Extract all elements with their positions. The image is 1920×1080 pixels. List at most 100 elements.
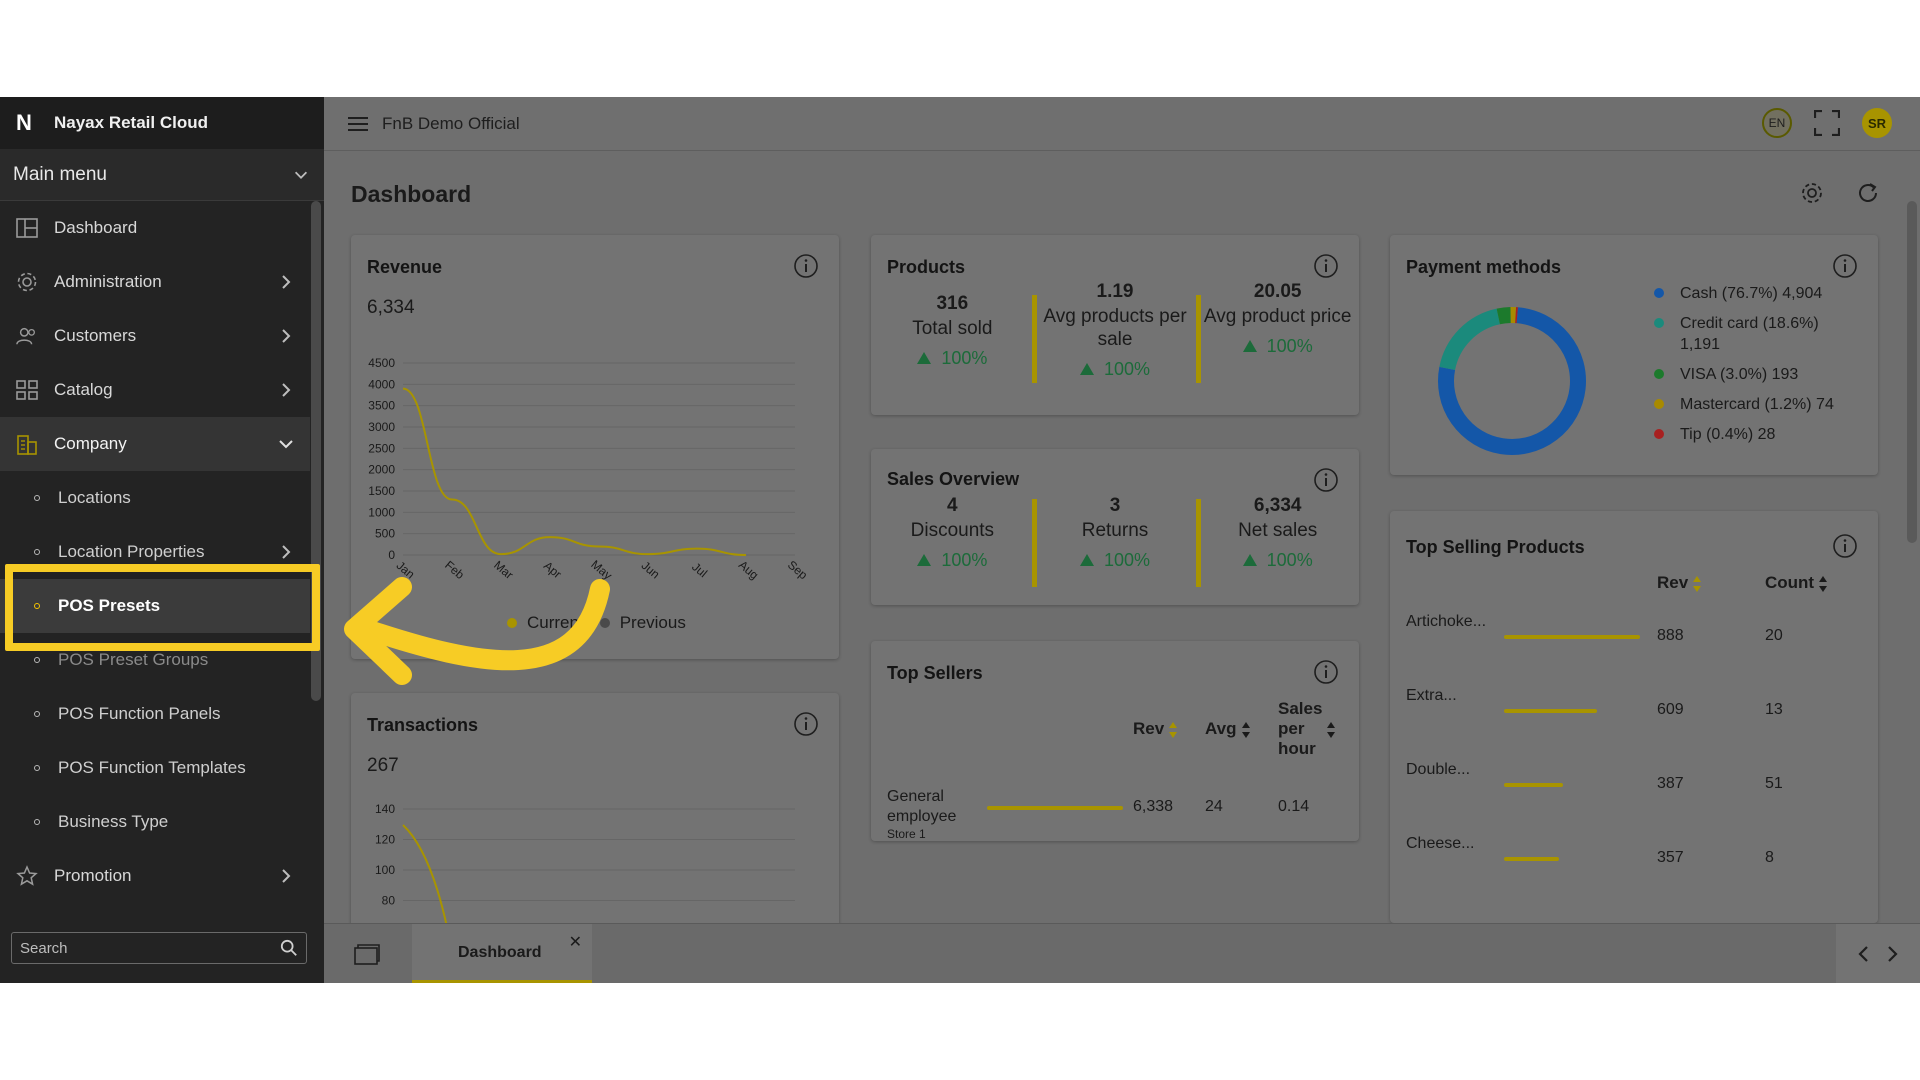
stat-net-sales: 6,334 Net sales 100%	[1196, 495, 1359, 571]
sidebar-subitem-pos-presets[interactable]: POS Presets	[0, 579, 310, 633]
bottom-tab-bar: Dashboard ✕	[324, 923, 1920, 983]
top-sellers-card: Top Sellers Rev Avg Sales per hour Gener…	[871, 641, 1359, 841]
sort-icon	[1819, 575, 1828, 592]
info-icon[interactable]	[1313, 253, 1339, 279]
sidebar-subitem-business-type[interactable]: Business Type	[0, 795, 310, 849]
legend-item-cash[interactable]: Cash (76.7%) 4,904	[1646, 283, 1846, 304]
legend-item-mastercard[interactable]: Mastercard (1.2%) 74	[1646, 394, 1846, 415]
stat-total-sold: 316 Total sold 100%	[871, 281, 1034, 380]
info-icon[interactable]	[793, 711, 819, 737]
main-menu-toggle[interactable]: Main menu	[0, 149, 324, 201]
sidebar-subitem-label: Locations	[58, 488, 131, 507]
stat-value: 316	[936, 293, 969, 314]
top-bar-actions: EN SR	[1762, 108, 1892, 138]
donut-slice[interactable]	[1439, 308, 1501, 371]
chevron-right-icon	[282, 329, 291, 343]
stat-pct: 100%	[1266, 550, 1313, 570]
sidebar-scrollbar[interactable]	[311, 201, 321, 701]
column-avg[interactable]: Avg	[1205, 719, 1251, 739]
seller-avg: 24	[1205, 798, 1223, 815]
legend-label: Cash (76.7%) 4,904	[1680, 285, 1823, 302]
sidebar-item-customers[interactable]: Customers	[0, 309, 310, 363]
legend-label: Mastercard (1.2%) 74	[1680, 396, 1834, 413]
sidebar-search-input[interactable]	[20, 939, 260, 957]
column-rev[interactable]: Rev	[1657, 573, 1702, 593]
payment-legend: Cash (76.7%) 4,904 Credit card (18.6%) 1…	[1646, 283, 1846, 454]
sidebar-search	[11, 932, 307, 964]
sidebar-item-label: Dashboard	[54, 218, 138, 237]
language-button[interactable]: EN	[1762, 108, 1792, 138]
info-icon[interactable]	[1313, 467, 1339, 493]
legend-swatch	[1654, 369, 1664, 379]
arrow-up-icon	[1079, 363, 1094, 375]
sidebar-item-company[interactable]: Company	[0, 417, 310, 471]
donut-slice[interactable]	[1496, 307, 1511, 325]
stat-value: 20.05	[1253, 281, 1302, 302]
legend-item-visa[interactable]: VISA (3.0%) 193	[1646, 364, 1846, 385]
sidebar-subitem-pos-function-templates[interactable]: POS Function Templates	[0, 741, 310, 795]
info-icon[interactable]	[1832, 253, 1858, 279]
arrow-up-icon	[917, 554, 932, 566]
legend-item-credit-card[interactable]: Credit card (18.6%) 1,191	[1646, 313, 1846, 355]
search-icon[interactable]	[280, 939, 298, 957]
product-count: 13	[1765, 701, 1783, 718]
sort-icon	[1241, 721, 1250, 738]
products-title: Products	[887, 257, 966, 277]
y-tick-label: 3000	[368, 420, 395, 434]
sales-overview-title: Sales Overview	[887, 469, 1020, 489]
bullet-icon	[34, 495, 40, 501]
series-line-current[interactable]	[402, 387, 747, 556]
donut-slice[interactable]	[1438, 307, 1586, 455]
info-icon[interactable]	[1832, 533, 1858, 559]
column-label: Count	[1765, 573, 1815, 592]
main-scrollbar[interactable]	[1907, 201, 1917, 543]
refresh-icon[interactable]	[1856, 181, 1880, 205]
product-name: Cheese...	[1406, 835, 1475, 852]
legend-previous[interactable]: Previous	[619, 613, 686, 632]
column-sales-per-hour[interactable]: Sales per hour	[1278, 699, 1322, 759]
sort-icon	[1693, 575, 1702, 592]
top-sellers-title: Top Sellers	[887, 663, 983, 683]
legend-current-swatch	[507, 618, 517, 628]
chevron-right-icon	[282, 869, 291, 883]
stat-change: 100%	[871, 348, 1034, 369]
fullscreen-icon[interactable]	[1814, 110, 1840, 136]
legend-swatch	[1654, 429, 1664, 439]
sidebar-item-promotion[interactable]: Promotion	[0, 849, 310, 903]
bullet-icon	[34, 657, 40, 663]
close-icon[interactable]: ✕	[568, 934, 582, 951]
sidebar-item-administration[interactable]: Administration	[0, 255, 310, 309]
windows-icon[interactable]	[354, 944, 380, 966]
grid-icon	[16, 379, 38, 401]
sidebar-subitem-label: Location Properties	[58, 542, 205, 561]
stat-change: 100%	[1034, 359, 1197, 380]
series-line-current[interactable]	[402, 824, 448, 927]
sidebar-item-dashboard[interactable]: Dashboard	[0, 201, 310, 255]
user-avatar[interactable]: SR	[1862, 108, 1892, 138]
sidebar-subitem-label: POS Presets	[58, 596, 161, 615]
product-rev: 357	[1657, 849, 1684, 866]
info-icon[interactable]	[1313, 659, 1339, 685]
sidebar-item-catalog[interactable]: Catalog	[0, 363, 310, 417]
y-tick-label: 0	[388, 548, 395, 562]
products-card: Products 316 Total sold 100% 1.19 Avg produ…	[871, 235, 1359, 415]
column-count[interactable]: Count	[1765, 573, 1828, 593]
info-icon[interactable]	[793, 253, 819, 279]
stat-label: Total sold	[912, 318, 993, 339]
legend-current[interactable]: Current	[527, 613, 584, 632]
chevron-right-icon[interactable]	[1885, 945, 1899, 963]
sidebar-subitem-pos-function-panels[interactable]: POS Function Panels	[0, 687, 310, 741]
sidebar-subitem-locations[interactable]: Locations	[0, 471, 310, 525]
sidebar-subitem-location-properties[interactable]: Location Properties	[0, 525, 310, 579]
sidebar-menu: Dashboard Administration Customers Catal…	[0, 201, 310, 903]
gear-icon[interactable]	[1800, 181, 1824, 205]
legend-item-tip[interactable]: Tip (0.4%) 28	[1646, 424, 1846, 445]
sidebar-item-label: Company	[54, 434, 127, 453]
hamburger-menu-icon[interactable]	[348, 116, 368, 132]
tab-dashboard[interactable]: Dashboard ✕	[412, 924, 592, 983]
chevron-left-icon[interactable]	[1857, 945, 1871, 963]
bullet-icon	[34, 711, 40, 717]
sidebar-subitem-pos-preset-groups[interactable]: POS Preset Groups	[0, 633, 310, 687]
column-rev[interactable]: Rev	[1133, 719, 1178, 739]
